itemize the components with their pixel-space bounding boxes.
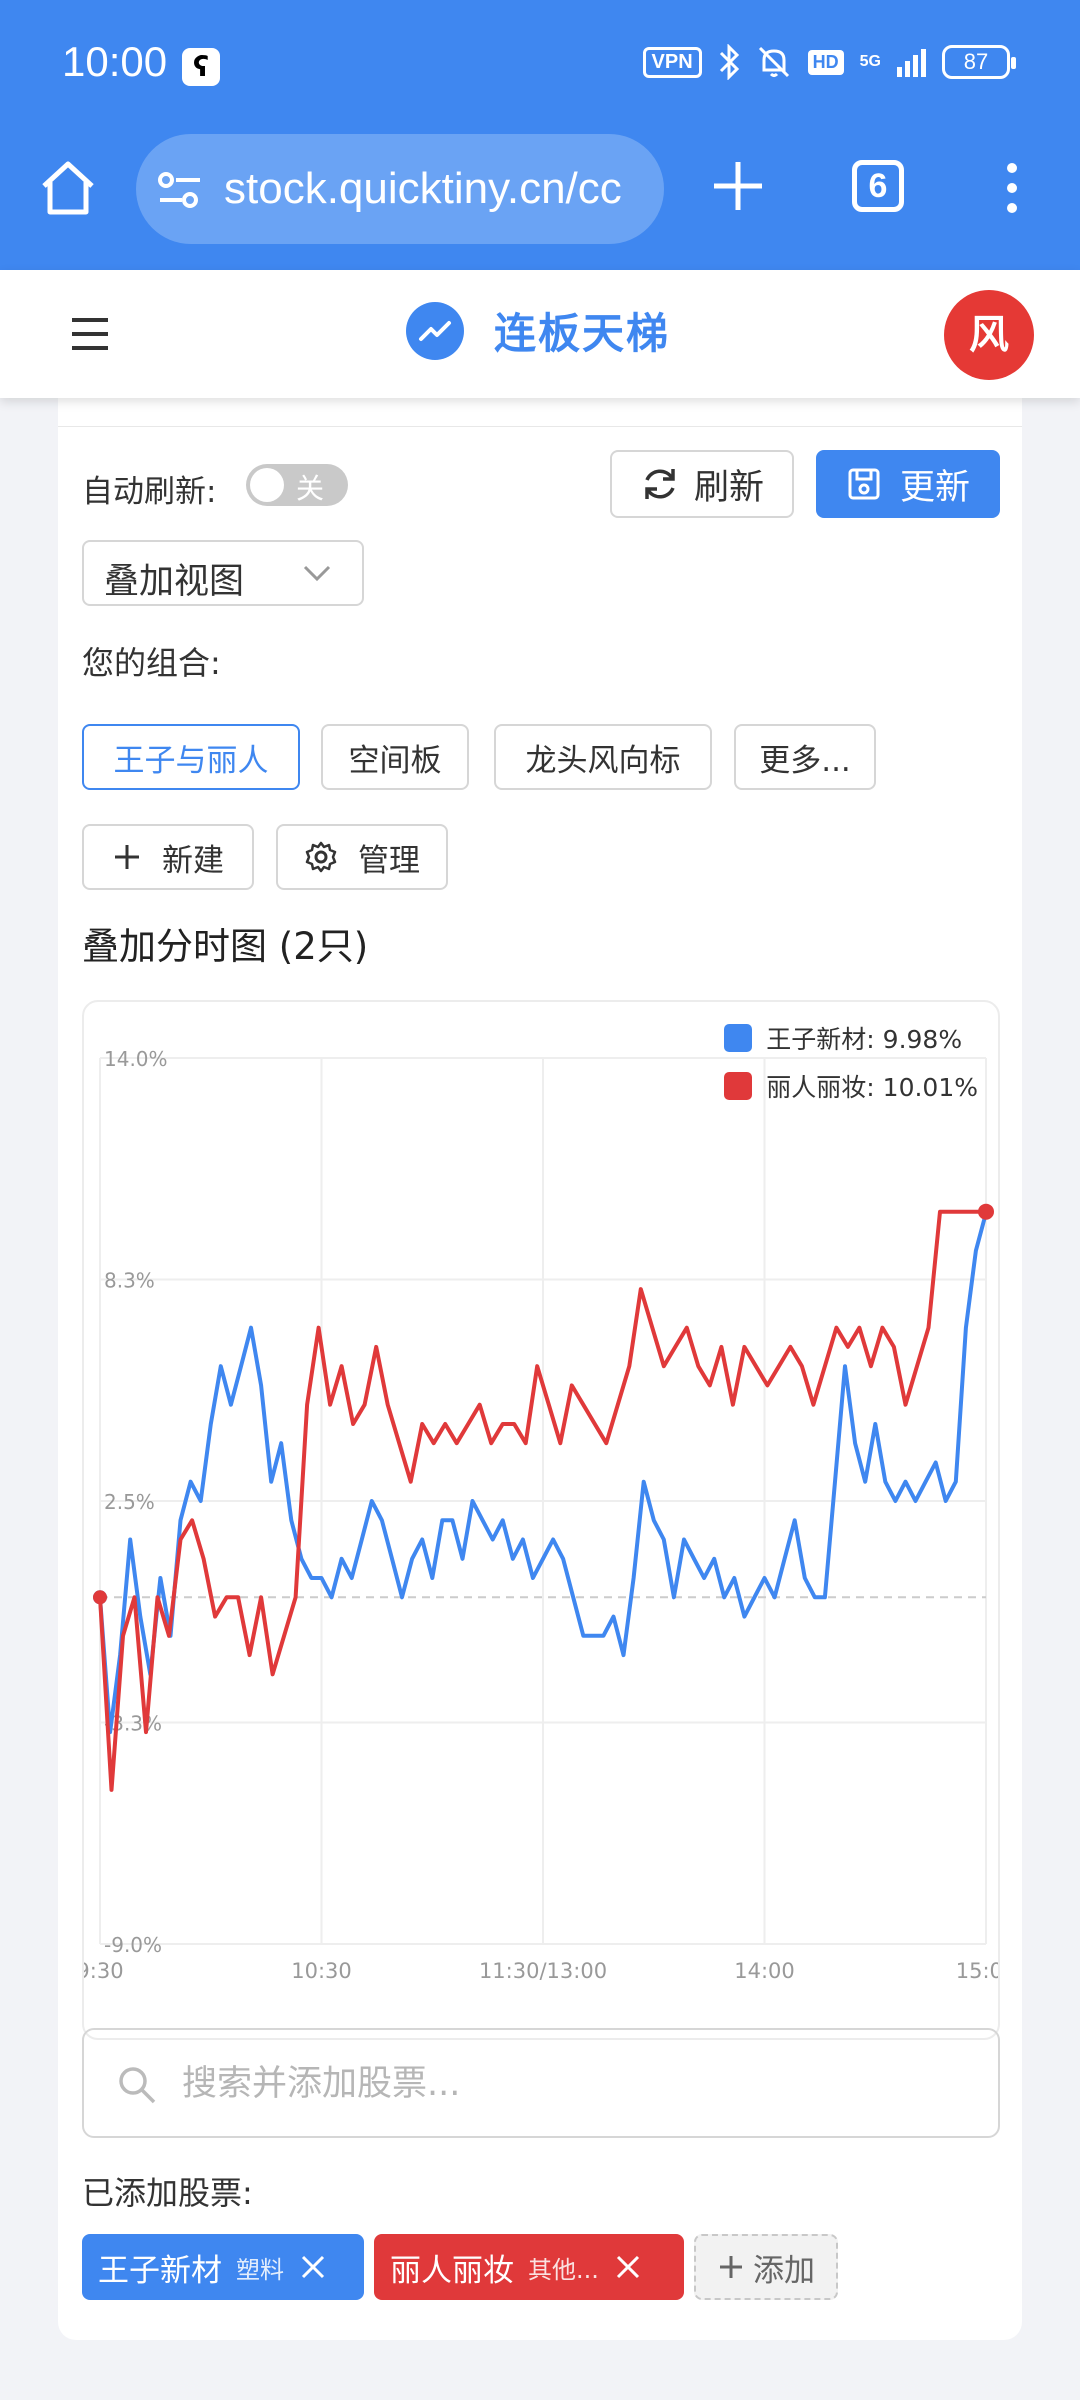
- stock-tag-name: 王子新材: [98, 2252, 222, 2289]
- update-button[interactable]: 更新: [816, 450, 1000, 518]
- legend-item-0[interactable]: 王子新材: 9.98%: [724, 1020, 978, 1056]
- close-icon[interactable]: [298, 2252, 328, 2282]
- mute-bell-icon: [758, 46, 789, 78]
- toggle-state-label: 关: [296, 472, 325, 505]
- more-menu-icon[interactable]: [1000, 158, 1024, 218]
- stock-tag-sector: 塑料: [236, 2255, 284, 2284]
- home-icon[interactable]: [36, 156, 100, 220]
- stock-tag-name: 丽人丽妆: [390, 2252, 514, 2289]
- bluetooth-icon: [719, 44, 739, 80]
- legend-swatch-0: [724, 1024, 753, 1052]
- series-start-point-1: [93, 1590, 107, 1605]
- view-mode-value: 叠加视图: [104, 562, 245, 602]
- refresh-icon: [645, 469, 675, 499]
- chart-canvas: 14.0%8.3%2.5%-3.3%-9.0%9:3010:3011:30/13…: [84, 1047, 1000, 1983]
- portfolio-chip-more[interactable]: 更多...: [734, 724, 876, 790]
- close-icon[interactable]: [613, 2252, 643, 2282]
- plus-icon: [720, 2256, 742, 2278]
- user-avatar[interactable]: 风: [944, 290, 1034, 380]
- stock-search-input[interactable]: [182, 2054, 962, 2114]
- series-line-0: [98, 1212, 988, 1735]
- overlay-chart[interactable]: 14.0%8.3%2.5%-3.3%-9.0%9:3010:3011:30/13…: [82, 1000, 1000, 2040]
- legend-swatch-1: [724, 1072, 753, 1100]
- portfolio-chip-2[interactable]: 龙头风向标: [494, 724, 712, 790]
- tab-switcher-button[interactable]: 6: [852, 160, 904, 212]
- notification-app-icon: ʕ: [182, 48, 220, 86]
- portfolio-chip-1[interactable]: 空间板: [321, 724, 469, 790]
- main-card: 自动刷新: 关 刷新 更新 叠加视图 您的组合: 王子与丽人 空间板 龙头风向标…: [58, 398, 1022, 2340]
- refresh-button[interactable]: 刷新: [610, 450, 794, 518]
- network-type: 5G: [859, 53, 881, 70]
- status-icons: VPN HD 5G 87: [642, 44, 1016, 80]
- series-end-point-1: [978, 1203, 994, 1220]
- add-stock-button[interactable]: 添加: [694, 2234, 838, 2300]
- x-tick-label: 11:30/13:00: [479, 1959, 607, 1983]
- trend-logo-icon: [406, 301, 464, 360]
- hd-icon: HD: [807, 49, 844, 75]
- chart-title: 叠加分时图 (2只): [82, 925, 369, 968]
- y-tick-label: 8.3%: [104, 1269, 155, 1293]
- y-tick-label: -9.0%: [104, 1933, 162, 1957]
- hamburger-menu-icon[interactable]: [70, 314, 110, 354]
- status-time: 10:00: [62, 38, 168, 85]
- series-line-1: [98, 1209, 986, 1792]
- y-tick-label: 2.5%: [104, 1490, 155, 1514]
- vpn-icon: VPN: [642, 46, 702, 78]
- view-mode-select[interactable]: 叠加视图: [82, 540, 364, 606]
- stock-search-box[interactable]: [82, 2028, 1000, 2138]
- x-tick-label: 10:30: [291, 1959, 352, 1983]
- y-tick-label: 14.0%: [104, 1047, 168, 1071]
- chevron-down-icon: [303, 565, 331, 582]
- save-icon: [848, 468, 880, 500]
- site-settings-icon[interactable]: [156, 170, 204, 210]
- stock-tag-0[interactable]: 王子新材 塑料: [82, 2234, 364, 2300]
- new-label: 新建: [162, 842, 224, 879]
- manage-label: 管理: [358, 842, 420, 879]
- stock-tag-1[interactable]: 丽人丽妆 其他...: [374, 2234, 684, 2300]
- legend-label-1: 丽人丽妆: 10.01%: [766, 1073, 978, 1102]
- app-title: 连板天梯: [494, 309, 671, 358]
- new-tab-icon[interactable]: [708, 156, 768, 216]
- added-stocks-label: 已添加股票:: [82, 2174, 253, 2212]
- portfolio-label: 您的组合:: [82, 644, 221, 682]
- brand[interactable]: 连板天梯: [406, 300, 670, 361]
- x-tick-label: 15:00: [956, 1959, 1000, 1983]
- app-header: 连板天梯 风: [0, 270, 1080, 398]
- plus-icon: [115, 845, 139, 869]
- toggle-knob: [250, 468, 284, 502]
- chart-legend: 王子新材: 9.98% 丽人丽妆: 10.01%: [724, 1020, 978, 1116]
- update-label: 更新: [899, 467, 970, 508]
- new-portfolio-button[interactable]: 新建: [82, 824, 254, 890]
- stock-tag-sector: 其他...: [528, 2255, 599, 2284]
- search-icon: [119, 2067, 156, 2104]
- signal-icon: [897, 47, 926, 77]
- x-tick-label: 9:30: [84, 1959, 124, 1983]
- browser-chrome: 10:00 ʕ VPN HD 5G 87 stock.quicktiny.cn/…: [0, 0, 1080, 270]
- legend-label-0: 王子新材: 9.98%: [766, 1025, 963, 1054]
- portfolio-chip-0[interactable]: 王子与丽人: [82, 724, 300, 790]
- gear-icon: [305, 841, 337, 873]
- battery-icon: 87: [942, 45, 1016, 79]
- x-tick-label: 14:00: [734, 1959, 795, 1983]
- auto-refresh-label: 自动刷新:: [82, 474, 217, 510]
- status-bar: 10:00 ʕ VPN HD 5G 87: [0, 0, 1080, 130]
- browser-toolbar: stock.quicktiny.cn/cc 6: [0, 130, 1080, 250]
- url-text: stock.quicktiny.cn/cc: [224, 164, 622, 213]
- refresh-label: 刷新: [693, 467, 764, 508]
- add-label: 添加: [753, 2252, 815, 2289]
- legend-item-1[interactable]: 丽人丽妆: 10.01%: [724, 1068, 978, 1104]
- divider: [58, 426, 1022, 427]
- auto-refresh-toggle[interactable]: 关: [246, 464, 348, 506]
- manage-portfolio-button[interactable]: 管理: [276, 824, 448, 890]
- address-bar[interactable]: stock.quicktiny.cn/cc: [136, 134, 664, 244]
